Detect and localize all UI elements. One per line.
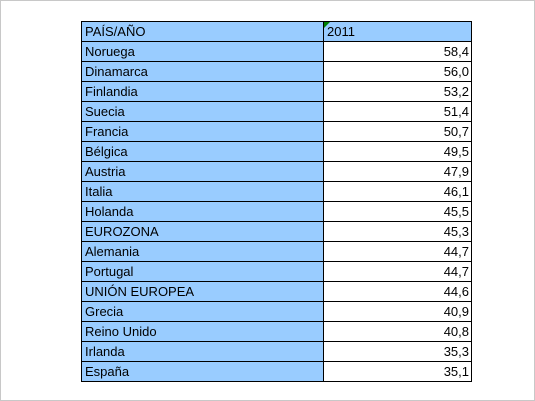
table-row: Finlandia 53,2 (81, 81, 472, 102)
country-cell[interactable]: Noruega (81, 41, 324, 62)
table-row: Holanda 45,5 (81, 201, 472, 222)
table-row: Grecia 40,9 (81, 301, 472, 322)
table-header-row: PAÍS/AÑO 2011 (81, 21, 472, 42)
table-row: Francia 50,7 (81, 121, 472, 142)
value-cell[interactable]: 49,5 (323, 141, 472, 162)
country-cell[interactable]: UNIÓN EUROPEA (81, 281, 324, 302)
country-cell[interactable]: Francia (81, 121, 324, 142)
table-row: Reino Unido 40,8 (81, 321, 472, 342)
value-cell[interactable]: 44,7 (323, 261, 472, 282)
value-cell[interactable]: 40,8 (323, 321, 472, 342)
table-row: Irlanda 35,3 (81, 341, 472, 362)
comment-indicator-icon (324, 22, 330, 28)
header-year-cell[interactable]: 2011 (323, 21, 472, 42)
table-row: Alemania 44,7 (81, 241, 472, 262)
value-cell[interactable]: 45,3 (323, 221, 472, 242)
value-cell[interactable]: 45,5 (323, 201, 472, 222)
country-cell[interactable]: Finlandia (81, 81, 324, 102)
country-cell[interactable]: Portugal (81, 261, 324, 282)
value-cell[interactable]: 51,4 (323, 101, 472, 122)
value-cell[interactable]: 56,0 (323, 61, 472, 82)
table-row: Suecia 51,4 (81, 101, 472, 122)
value-cell[interactable]: 46,1 (323, 181, 472, 202)
value-cell[interactable]: 47,9 (323, 161, 472, 182)
value-cell[interactable]: 40,9 (323, 301, 472, 322)
value-cell[interactable]: 35,1 (323, 361, 472, 382)
table-row: UNIÓN EUROPEA 44,6 (81, 281, 472, 302)
table-row: España 35,1 (81, 361, 472, 382)
table-row: Austria 47,9 (81, 161, 472, 182)
table-row: Portugal 44,7 (81, 261, 472, 282)
table-row: Italia 46,1 (81, 181, 472, 202)
country-cell[interactable]: Irlanda (81, 341, 324, 362)
country-cell[interactable]: Italia (81, 181, 324, 202)
country-cell[interactable]: Alemania (81, 241, 324, 262)
value-cell[interactable]: 44,7 (323, 241, 472, 262)
value-cell[interactable]: 53,2 (323, 81, 472, 102)
value-cell[interactable]: 44,6 (323, 281, 472, 302)
country-cell[interactable]: España (81, 361, 324, 382)
value-cell[interactable]: 58,4 (323, 41, 472, 62)
table-body: PAÍS/AÑO 2011 Noruega 58,4 Dinamarca 56,0 Fi… (81, 21, 472, 382)
table-row: Noruega 58,4 (81, 41, 472, 62)
country-cell[interactable]: Bélgica (81, 141, 324, 162)
data-table: PAÍS/AÑO 2011 Noruega 58,4 Dinamarca 56,0 Fi… (81, 21, 472, 382)
table-row: Dinamarca 56,0 (81, 61, 472, 82)
country-cell[interactable]: Austria (81, 161, 324, 182)
country-cell[interactable]: EUROZONA (81, 221, 324, 242)
header-year-label: 2011 (327, 23, 355, 39)
country-cell[interactable]: Holanda (81, 201, 324, 222)
value-cell[interactable]: 35,3 (323, 341, 472, 362)
country-cell[interactable]: Reino Unido (81, 321, 324, 342)
country-cell[interactable]: Suecia (81, 101, 324, 122)
value-cell[interactable]: 50,7 (323, 121, 472, 142)
header-country-cell[interactable]: PAÍS/AÑO (81, 21, 324, 42)
table-row: Bélgica 49,5 (81, 141, 472, 162)
country-cell[interactable]: Grecia (81, 301, 324, 322)
table-row: EUROZONA 45,3 (81, 221, 472, 242)
country-cell[interactable]: Dinamarca (81, 61, 324, 82)
